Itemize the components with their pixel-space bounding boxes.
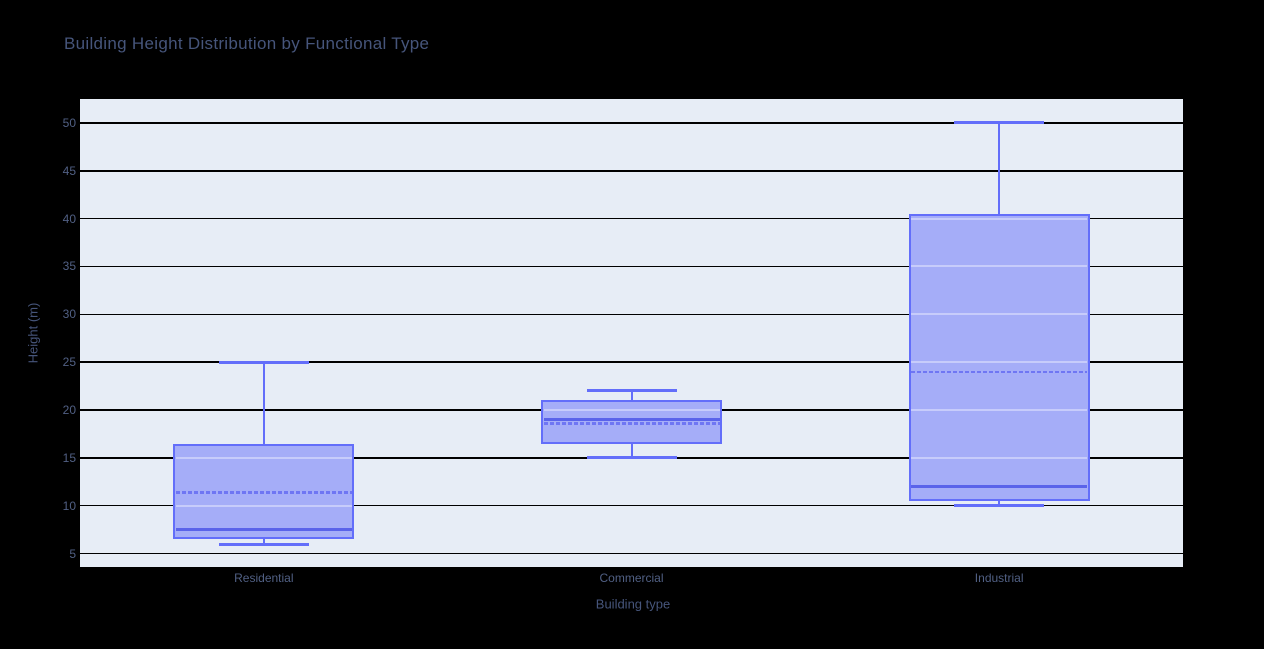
median-line-industrial — [911, 485, 1088, 488]
box-grid-stripe-industrial-25 — [911, 361, 1088, 364]
gridline-y-5 — [80, 552, 1183, 555]
y-tick-label-40: 40 — [62, 211, 76, 226]
gridline-y-10 — [80, 504, 1183, 507]
whisker-upper-residential — [262, 362, 265, 444]
whisker-cap-high-residential — [218, 360, 309, 364]
whisker-lower-industrial — [998, 500, 1001, 506]
y-tick-label-10: 10 — [62, 498, 76, 513]
y-tick-label-25: 25 — [62, 355, 76, 370]
whisker-upper-commercial — [630, 390, 633, 401]
y-tick-label-50: 50 — [62, 115, 76, 130]
whisker-cap-low-residential — [218, 542, 309, 546]
box-grid-stripe-industrial-40 — [911, 217, 1088, 220]
chart-title: Building Height Distribution by Function… — [64, 34, 430, 53]
y-axis-title: Height (m) — [25, 302, 41, 364]
whisker-cap-high-commercial — [586, 389, 677, 393]
gridline-y-40 — [80, 217, 1183, 220]
mean-line-industrial — [911, 370, 1088, 373]
x-axis-title: Building type — [595, 596, 671, 612]
x-tick-label-industrial: Industrial — [974, 571, 1024, 585]
whisker-cap-low-commercial — [586, 456, 677, 460]
median-line-commercial — [543, 418, 720, 421]
x-tick-label-commercial: Commercial — [599, 571, 664, 585]
y-tick-label-30: 30 — [62, 307, 76, 322]
whisker-cap-low-industrial — [954, 504, 1045, 508]
x-tick-label-residential: Residential — [234, 571, 294, 585]
median-line-residential — [175, 528, 352, 531]
whisker-cap-high-industrial — [954, 121, 1045, 125]
gridline-y-45 — [80, 170, 1183, 172]
y-tick-label-20: 20 — [62, 403, 76, 418]
mean-line-commercial — [543, 422, 720, 425]
y-tick-label-15: 15 — [62, 450, 76, 465]
box-grid-stripe-residential-10 — [175, 504, 352, 507]
box-industrial[interactable] — [908, 213, 1090, 501]
y-axis-tick-labels: 5 10 15 20 25 30 35 40 45 50 — [40, 99, 76, 567]
y-tick-label-5: 5 — [69, 546, 76, 561]
gridline-y-30 — [80, 313, 1183, 316]
box-grid-stripe-commercial-20 — [543, 409, 720, 412]
box-commercial[interactable] — [541, 400, 722, 444]
whisker-lower-residential — [262, 539, 265, 545]
y-tick-label-35: 35 — [62, 259, 76, 274]
whisker-lower-commercial — [630, 443, 633, 458]
gridline-y-50 — [80, 122, 1183, 124]
box-grid-stripe-industrial-15 — [911, 456, 1088, 459]
box-grid-stripe-industrial-35 — [911, 265, 1088, 268]
mean-line-residential — [175, 491, 352, 494]
box-grid-stripe-residential-15 — [175, 456, 352, 459]
plot-area[interactable] — [80, 99, 1183, 567]
box-grid-stripe-industrial-30 — [911, 313, 1088, 316]
y-tick-label-45: 45 — [62, 163, 76, 178]
gridline-y-25 — [80, 361, 1183, 363]
whisker-upper-industrial — [998, 122, 1001, 214]
box-grid-stripe-industrial-20 — [911, 409, 1088, 412]
gridline-y-35 — [80, 265, 1183, 268]
x-axis-tick-labels: Residential Commercial Industrial — [80, 571, 1183, 587]
